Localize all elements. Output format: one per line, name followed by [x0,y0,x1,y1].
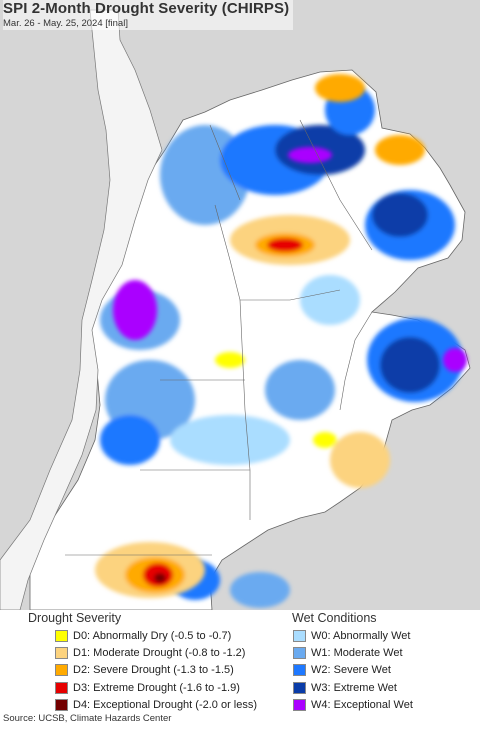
d2-swatch [55,664,68,677]
w0-swatch [293,629,306,642]
w2-swatch [293,664,306,677]
d1-label: D1: Moderate Drought (-0.8 to -1.2) [73,646,246,659]
map-title: SPI 2-Month Drought Severity (CHIRPS) [3,0,290,17]
legend-item-d0: D0: Abnormally Dry (-0.5 to -0.7) [55,627,257,644]
legend-item-d1: D1: Moderate Drought (-0.8 to -1.2) [55,644,257,661]
drought-map: SPI 2-Month Drought Severity (CHIRPS) Ma… [0,0,480,610]
wet-patches [100,85,463,608]
w3-label: W3: Extreme Wet [311,681,397,694]
w4-label: W4: Exceptional Wet [311,698,413,711]
w3-swatch [293,681,306,694]
w0-label: W0: Abnormally Wet [311,629,411,642]
source-credit: Source: UCSB, Climate Hazards Center [3,713,172,724]
map-subtitle: Mar. 26 - May. 25, 2024 [final] [3,18,128,29]
w4-swatch [293,698,306,711]
legend-item-w2: W2: Severe Wet [293,662,413,679]
drought-patches [95,74,425,598]
d0-swatch [55,629,68,642]
d3-label: D3: Extreme Drought (-1.6 to -1.9) [73,681,240,694]
legend-item-w0: W0: Abnormally Wet [293,627,413,644]
exceptional-wet-patches [113,147,467,372]
d3-swatch [55,681,68,694]
wet-legend-heading: Wet Conditions [292,611,377,625]
legend-item-d4: D4: Exceptional Drought (-2.0 or less) [55,696,257,713]
legend-item-d3: D3: Extreme Drought (-1.6 to -1.9) [55,679,257,696]
title-block: SPI 2-Month Drought Severity (CHIRPS) Ma… [3,0,294,30]
drought-legend: Drought Severity D0: Abnormally Dry (-0.… [28,611,257,713]
legend-item-w3: W3: Extreme Wet [293,679,413,696]
d4-label: D4: Exceptional Drought (-2.0 or less) [73,698,258,711]
drought-legend-heading: Drought Severity [28,611,122,625]
map-canvas [0,9,471,610]
chile-strip [0,9,163,610]
d4-swatch [55,698,68,711]
boundary-lines [65,119,373,556]
legend-item-w4: W4: Exceptional Wet [293,696,413,713]
d1-swatch [55,646,68,659]
legend-item-w1: W1: Moderate Wet [293,644,413,661]
legend-item-d2: D2: Severe Drought (-1.3 to -1.5) [55,662,257,679]
wet-legend: Wet Conditions W0: Abnormally Wet W1: Mo… [292,611,413,713]
w1-swatch [293,646,306,659]
w2-label: W2: Severe Wet [311,664,391,677]
d2-label: D2: Severe Drought (-1.3 to -1.5) [73,664,234,677]
w1-label: W1: Moderate Wet [311,646,403,659]
d0-label: D0: Abnormally Dry (-0.5 to -0.7) [73,629,232,642]
